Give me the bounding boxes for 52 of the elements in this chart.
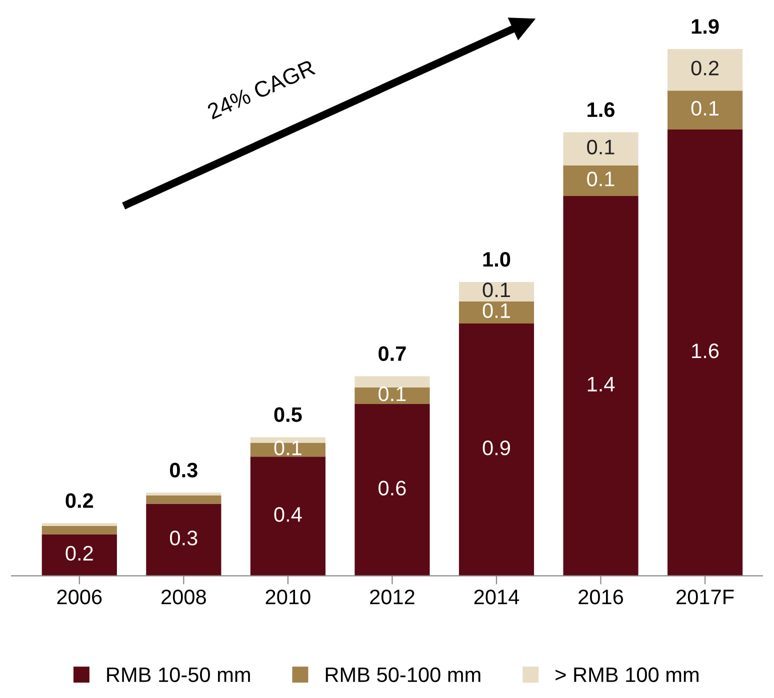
total-label: 1.9 bbox=[692, 19, 719, 34]
bar bbox=[563, 132, 638, 166]
bar bbox=[250, 456, 326, 576]
bar bbox=[563, 196, 638, 576]
bar bbox=[354, 387, 430, 404]
x-tick-label: 2012 bbox=[370, 590, 414, 604]
x-tick-label: 2014 bbox=[474, 590, 520, 604]
bar bbox=[42, 523, 117, 526]
bar bbox=[146, 492, 222, 496]
data-label: 0.2 bbox=[691, 60, 718, 76]
total-label: 0.3 bbox=[170, 462, 198, 478]
data-label: 0.3 bbox=[170, 530, 198, 546]
data-label: 0.6 bbox=[378, 480, 406, 496]
bar bbox=[354, 404, 430, 576]
data-label: 0.4 bbox=[274, 507, 302, 522]
x-tick-label: 2008 bbox=[162, 590, 206, 604]
data-label: 0.1 bbox=[587, 140, 614, 154]
bar bbox=[146, 504, 222, 576]
data-label: 0.1 bbox=[691, 100, 719, 116]
bar bbox=[146, 495, 222, 504]
x-tick-label: 2016 bbox=[578, 590, 624, 604]
total-label: 1.0 bbox=[483, 252, 510, 267]
total-label: 1.6 bbox=[588, 102, 614, 118]
total-label: 0.7 bbox=[378, 346, 406, 362]
data-label: 0.9 bbox=[482, 440, 510, 456]
data-label: 0.1 bbox=[482, 303, 510, 318]
data-label: 0.1 bbox=[482, 282, 510, 298]
legend-label: RMB 50-100 mm bbox=[326, 667, 480, 682]
total-label: 0.5 bbox=[274, 407, 302, 422]
bar bbox=[42, 534, 117, 576]
data-label: 0.1 bbox=[274, 440, 302, 456]
data-label: 1.6 bbox=[692, 343, 719, 358]
bar bbox=[458, 301, 534, 324]
data-label: 0.1 bbox=[587, 172, 614, 186]
bar bbox=[458, 282, 534, 302]
bar bbox=[668, 49, 743, 91]
bar bbox=[458, 324, 534, 576]
bar bbox=[42, 526, 117, 534]
bar bbox=[668, 90, 743, 130]
bar bbox=[668, 129, 743, 576]
data-label: 1.4 bbox=[588, 376, 615, 392]
x-tick-label: 2010 bbox=[266, 590, 310, 604]
bar bbox=[563, 166, 638, 196]
x-tick-label: 2017F bbox=[676, 590, 734, 604]
total-label: 0.2 bbox=[66, 493, 94, 508]
data-label: 0.1 bbox=[378, 386, 406, 402]
bar bbox=[354, 376, 430, 388]
x-tick-label: 2006 bbox=[57, 590, 102, 604]
legend-label: RMB 10-50 mm bbox=[107, 667, 250, 682]
data-label: 0.2 bbox=[66, 546, 93, 561]
legend-label: > RMB 100 mm bbox=[556, 667, 698, 682]
annotation: 24% CAGR bbox=[206, 59, 316, 120]
